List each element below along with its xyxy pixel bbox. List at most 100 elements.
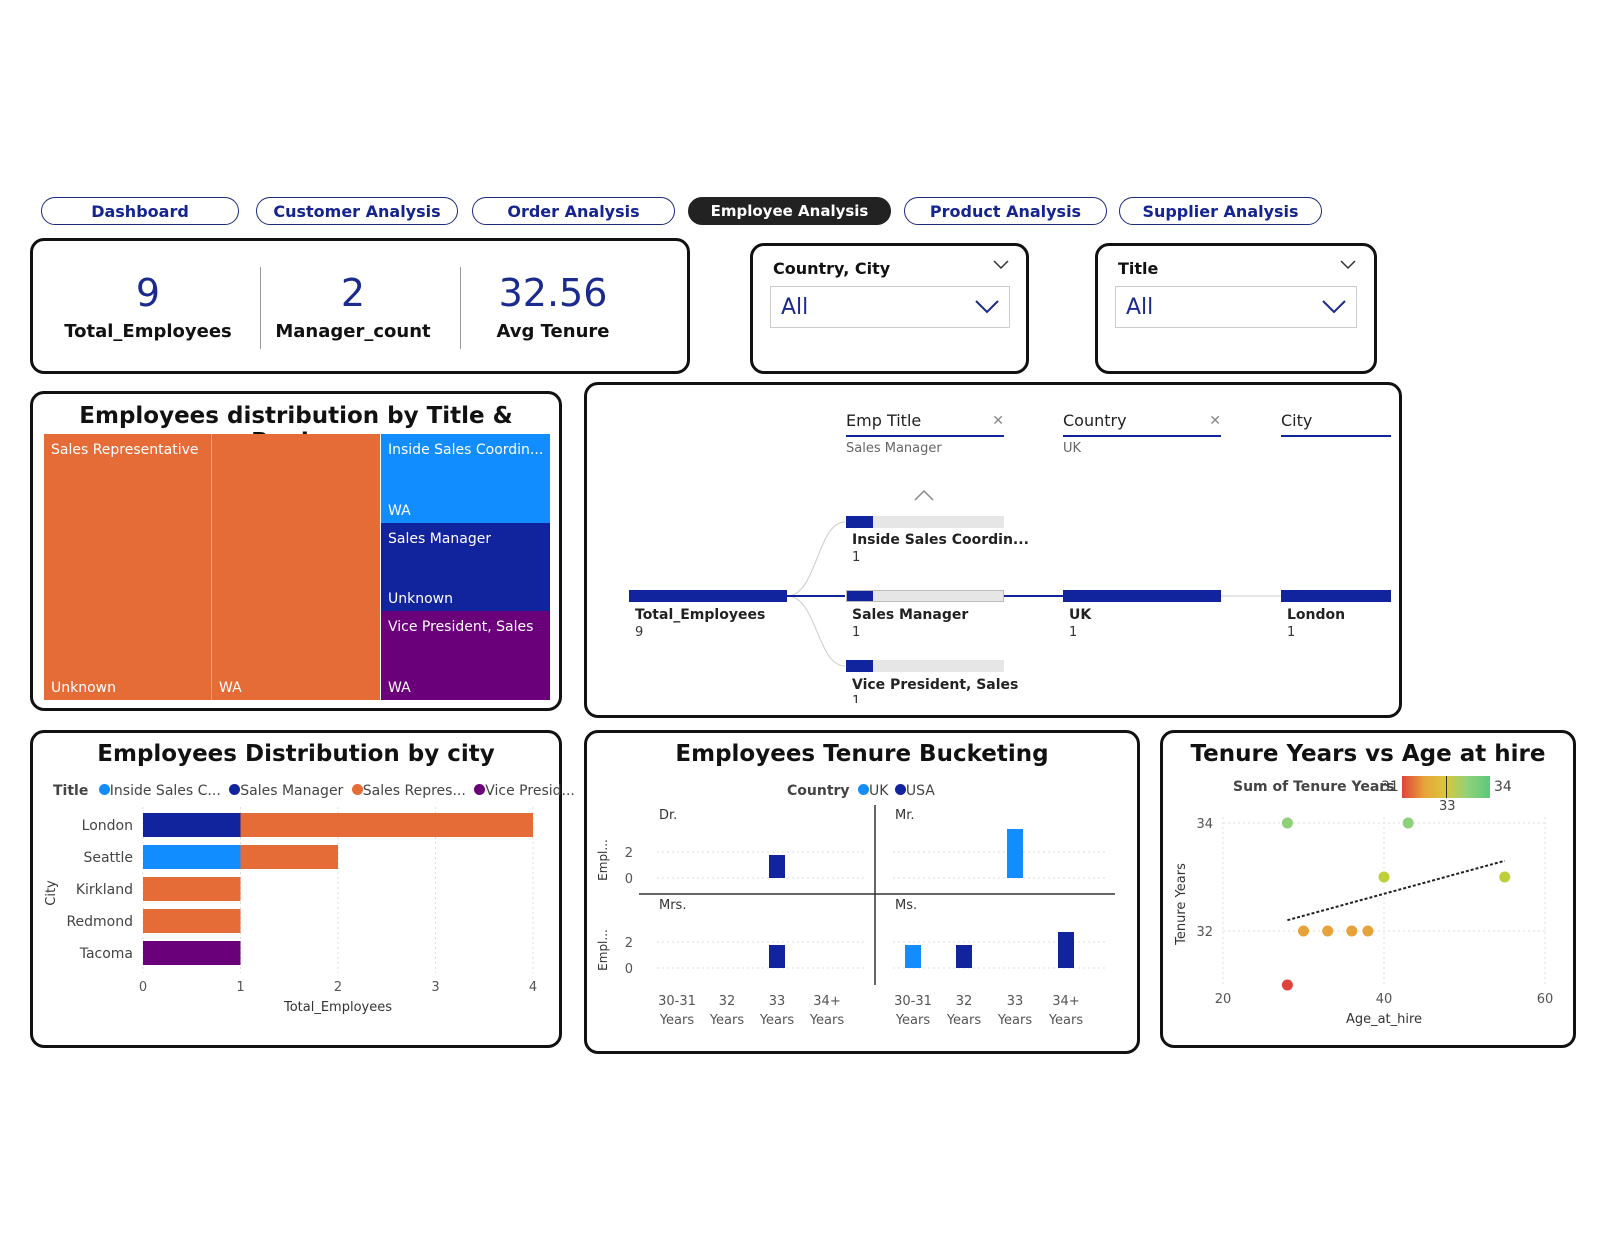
- cell-region: WA: [388, 503, 411, 519]
- tab-dashboard[interactable]: Dashboard: [41, 197, 239, 225]
- treemap-cell[interactable]: Vice President, Sales WA: [381, 611, 550, 700]
- tab-employee-analysis[interactable]: Employee Analysis: [688, 197, 891, 225]
- legend-dot: [858, 784, 870, 795]
- scatter-point[interactable]: [1362, 925, 1374, 937]
- decomp-bar-track[interactable]: [846, 516, 1004, 528]
- kpi-value: 32.56: [498, 271, 608, 315]
- panel-label: Mr.: [895, 808, 915, 823]
- scatter-point[interactable]: [1402, 817, 1414, 829]
- title-dropdown[interactable]: All: [1115, 286, 1357, 328]
- kpi-label: Manager_count: [275, 321, 431, 342]
- legend-min: 31: [1381, 779, 1399, 795]
- x-tick-label: 33: [769, 994, 786, 1009]
- chevron-down-icon[interactable]: [975, 300, 999, 314]
- city-bar-chart: 0 1 2 3 4 London Seattle Kirkland Redmond Tacoma T…: [44, 807, 537, 1015]
- level-header-label: City: [1281, 411, 1313, 430]
- legend-title: Title: [53, 783, 89, 799]
- scatter-point[interactable]: [1346, 925, 1358, 937]
- decomp-bar-track[interactable]: [846, 660, 1004, 672]
- decomp-bar-track-selected[interactable]: [846, 590, 1004, 602]
- tab-order-analysis[interactable]: Order Analysis: [472, 197, 675, 225]
- level-header-emp-title[interactable]: Emp Title ✕: [846, 411, 1004, 437]
- treemap-cell[interactable]: Sales Manager Unknown: [381, 523, 550, 611]
- cell-region: Unknown: [51, 680, 116, 696]
- bar[interactable]: [769, 945, 785, 968]
- chevron-up-icon[interactable]: [914, 489, 934, 501]
- tab-product-analysis[interactable]: Product Analysis: [904, 197, 1107, 225]
- y-axis-label: City: [44, 880, 59, 906]
- x-tick-label: Years: [895, 1013, 931, 1028]
- x-tick-label: Years: [997, 1013, 1033, 1028]
- decomp-bar-fill: [846, 516, 873, 528]
- legend-item[interactable]: UK: [869, 783, 889, 799]
- legend-item[interactable]: Vice Presid...: [485, 783, 575, 799]
- treemap-cell[interactable]: Inside Sales Coordin... WA: [381, 434, 550, 523]
- legend-item[interactable]: Sales Manager: [240, 783, 344, 799]
- tab-customer-analysis[interactable]: Customer Analysis: [256, 197, 458, 225]
- bar[interactable]: [240, 845, 339, 869]
- close-icon[interactable]: ✕: [1209, 413, 1221, 429]
- tenure-chart-panel: Employees Tenure Bucketing Country UK US…: [584, 730, 1140, 1054]
- level-header-city[interactable]: City: [1281, 411, 1391, 437]
- scatter-point[interactable]: [1499, 871, 1511, 883]
- kpi-card: 9 Total_Employees 2 Manager_count 32.56 …: [30, 238, 690, 374]
- legend-dot: [229, 784, 241, 795]
- legend-item[interactable]: USA: [905, 783, 935, 799]
- x-tick-label: Years: [946, 1013, 982, 1028]
- decomp-bar-country[interactable]: [1063, 590, 1221, 602]
- node-label: UK: [1069, 607, 1092, 623]
- chevron-down-icon[interactable]: [993, 260, 1009, 270]
- scatter-point[interactable]: [1322, 925, 1334, 937]
- bar[interactable]: [1007, 829, 1023, 878]
- close-icon[interactable]: ✕: [992, 413, 1004, 429]
- bar[interactable]: [769, 855, 785, 878]
- bar[interactable]: [1058, 932, 1074, 968]
- dropdown-value: All: [1126, 295, 1154, 320]
- level-header-country[interactable]: Country ✕: [1063, 411, 1221, 437]
- scatter-point[interactable]: [1378, 871, 1390, 883]
- decomp-bar-fill: [846, 660, 873, 672]
- node-value: 1: [852, 625, 861, 640]
- country-city-slicer: Country, City All: [750, 243, 1029, 374]
- bar[interactable]: [143, 877, 241, 901]
- x-tick-label: 40: [1376, 992, 1393, 1007]
- decomp-bar-root[interactable]: [629, 590, 787, 602]
- decomp-bar-city[interactable]: [1281, 590, 1391, 602]
- level-header-label: Country: [1063, 411, 1127, 430]
- tab-supplier-analysis[interactable]: Supplier Analysis: [1119, 197, 1322, 225]
- cell-region: WA: [219, 680, 242, 696]
- scatter-point[interactable]: [1281, 979, 1293, 991]
- title-slicer: Title All: [1095, 243, 1377, 374]
- x-tick-label: 1: [236, 980, 244, 995]
- bar[interactable]: [143, 909, 241, 933]
- legend-item[interactable]: Sales Repres...: [362, 783, 466, 799]
- chevron-down-icon[interactable]: [1322, 300, 1346, 314]
- x-tick-label: Years: [759, 1013, 795, 1028]
- bar[interactable]: [143, 813, 241, 837]
- node-label: Total_Employees: [635, 607, 766, 623]
- bar[interactable]: [956, 945, 972, 968]
- treemap-cell[interactable]: Sales Representative Unknown: [44, 434, 212, 700]
- level-header-label: Emp Title: [846, 411, 922, 430]
- kpi-avg-tenure: 32.56 Avg Tenure: [473, 271, 633, 342]
- country-city-dropdown[interactable]: All: [770, 286, 1010, 328]
- treemap-cell[interactable]: WA: [212, 434, 380, 700]
- scatter-point[interactable]: [1298, 925, 1309, 937]
- bar[interactable]: [143, 941, 241, 965]
- bar[interactable]: [143, 845, 241, 869]
- node-label: Inside Sales Coordin...: [852, 532, 1029, 548]
- kpi-label: Total_Employees: [64, 321, 232, 342]
- bar[interactable]: [905, 945, 921, 968]
- legend-dot: [474, 784, 486, 795]
- scatter-point[interactable]: [1281, 817, 1293, 829]
- chevron-down-icon[interactable]: [1340, 260, 1356, 270]
- cell-region: WA: [388, 680, 411, 696]
- scatter-chart: 20 40 60 34 32 Age_at_hire Tenure Years: [1174, 817, 1553, 1027]
- bar[interactable]: [240, 813, 534, 837]
- cell-title: Vice President, Sales: [388, 619, 534, 635]
- y-tick-label: 34: [1196, 817, 1213, 832]
- x-tick-label: Years: [1048, 1013, 1084, 1028]
- legend-item[interactable]: Inside Sales C...: [109, 783, 221, 799]
- kpi-value: 2: [340, 271, 366, 315]
- x-tick-label: 33: [1007, 994, 1024, 1009]
